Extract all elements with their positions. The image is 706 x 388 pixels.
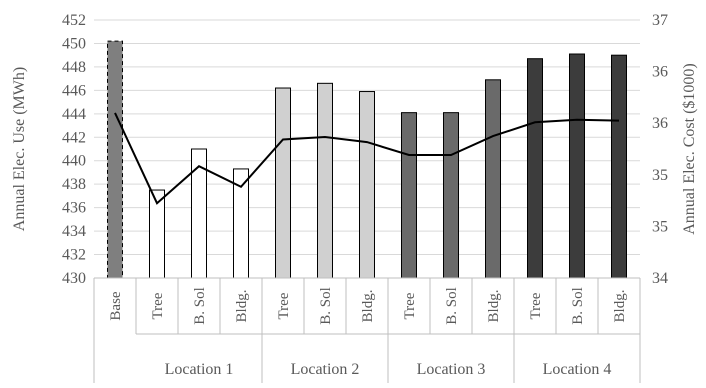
left-tick-label: 432 xyxy=(62,247,86,264)
bar-10 xyxy=(527,58,543,279)
left-tick-label: 436 xyxy=(62,200,86,217)
right-tick-label: 37 xyxy=(652,12,668,29)
category-label: Tree xyxy=(402,292,418,319)
bar-9 xyxy=(485,79,501,279)
left-tick-label: 442 xyxy=(62,129,86,146)
category-label: Bldg. xyxy=(234,290,250,323)
left-axis-title: Annual Elec. Use (MWh) xyxy=(11,67,28,231)
left-tick-label: 430 xyxy=(62,270,86,287)
bar-11 xyxy=(569,53,585,279)
category-label: Tree xyxy=(150,292,166,319)
left-tick-label: 444 xyxy=(62,106,86,123)
bar-7 xyxy=(401,112,417,279)
group-label: Location 4 xyxy=(543,361,612,378)
left-tick-label: 446 xyxy=(62,82,86,99)
right-tick-label: 35 xyxy=(652,218,668,235)
category-label: Base xyxy=(108,291,124,321)
left-tick-label: 450 xyxy=(62,35,86,52)
group-label: Location 1 xyxy=(165,361,234,378)
left-tick-label: 434 xyxy=(62,223,86,240)
right-tick-label: 34 xyxy=(652,270,668,287)
category-label: Bldg. xyxy=(360,290,376,323)
left-tick-label: 440 xyxy=(62,153,86,170)
left-tick-label: 452 xyxy=(62,12,86,29)
left-tick-label: 448 xyxy=(62,59,86,76)
bar-4 xyxy=(275,87,291,279)
bar-8 xyxy=(443,112,459,279)
category-label: B. Sol xyxy=(444,287,460,325)
category-label: Tree xyxy=(276,292,292,319)
group-label: Location 2 xyxy=(291,361,360,378)
category-label: Bldg. xyxy=(486,290,502,323)
right-tick-label: 35 xyxy=(652,167,668,184)
cost-line xyxy=(114,112,620,205)
group-label: Location 3 xyxy=(417,361,486,378)
bar-0 xyxy=(107,40,123,279)
category-label: B. Sol xyxy=(318,287,334,325)
left-tick-label: 438 xyxy=(62,176,86,193)
category-label: B. Sol xyxy=(570,287,586,325)
bar-5 xyxy=(317,82,333,279)
right-tick-label: 36 xyxy=(652,64,668,81)
category-label: Tree xyxy=(528,292,544,319)
right-axis-title: Annual Elec. Cost ($1000) xyxy=(681,63,698,235)
category-label: Bldg. xyxy=(612,290,628,323)
bar-6 xyxy=(359,91,375,279)
category-label: B. Sol xyxy=(192,287,208,325)
bar-12 xyxy=(611,54,627,279)
right-tick-label: 36 xyxy=(652,115,668,132)
